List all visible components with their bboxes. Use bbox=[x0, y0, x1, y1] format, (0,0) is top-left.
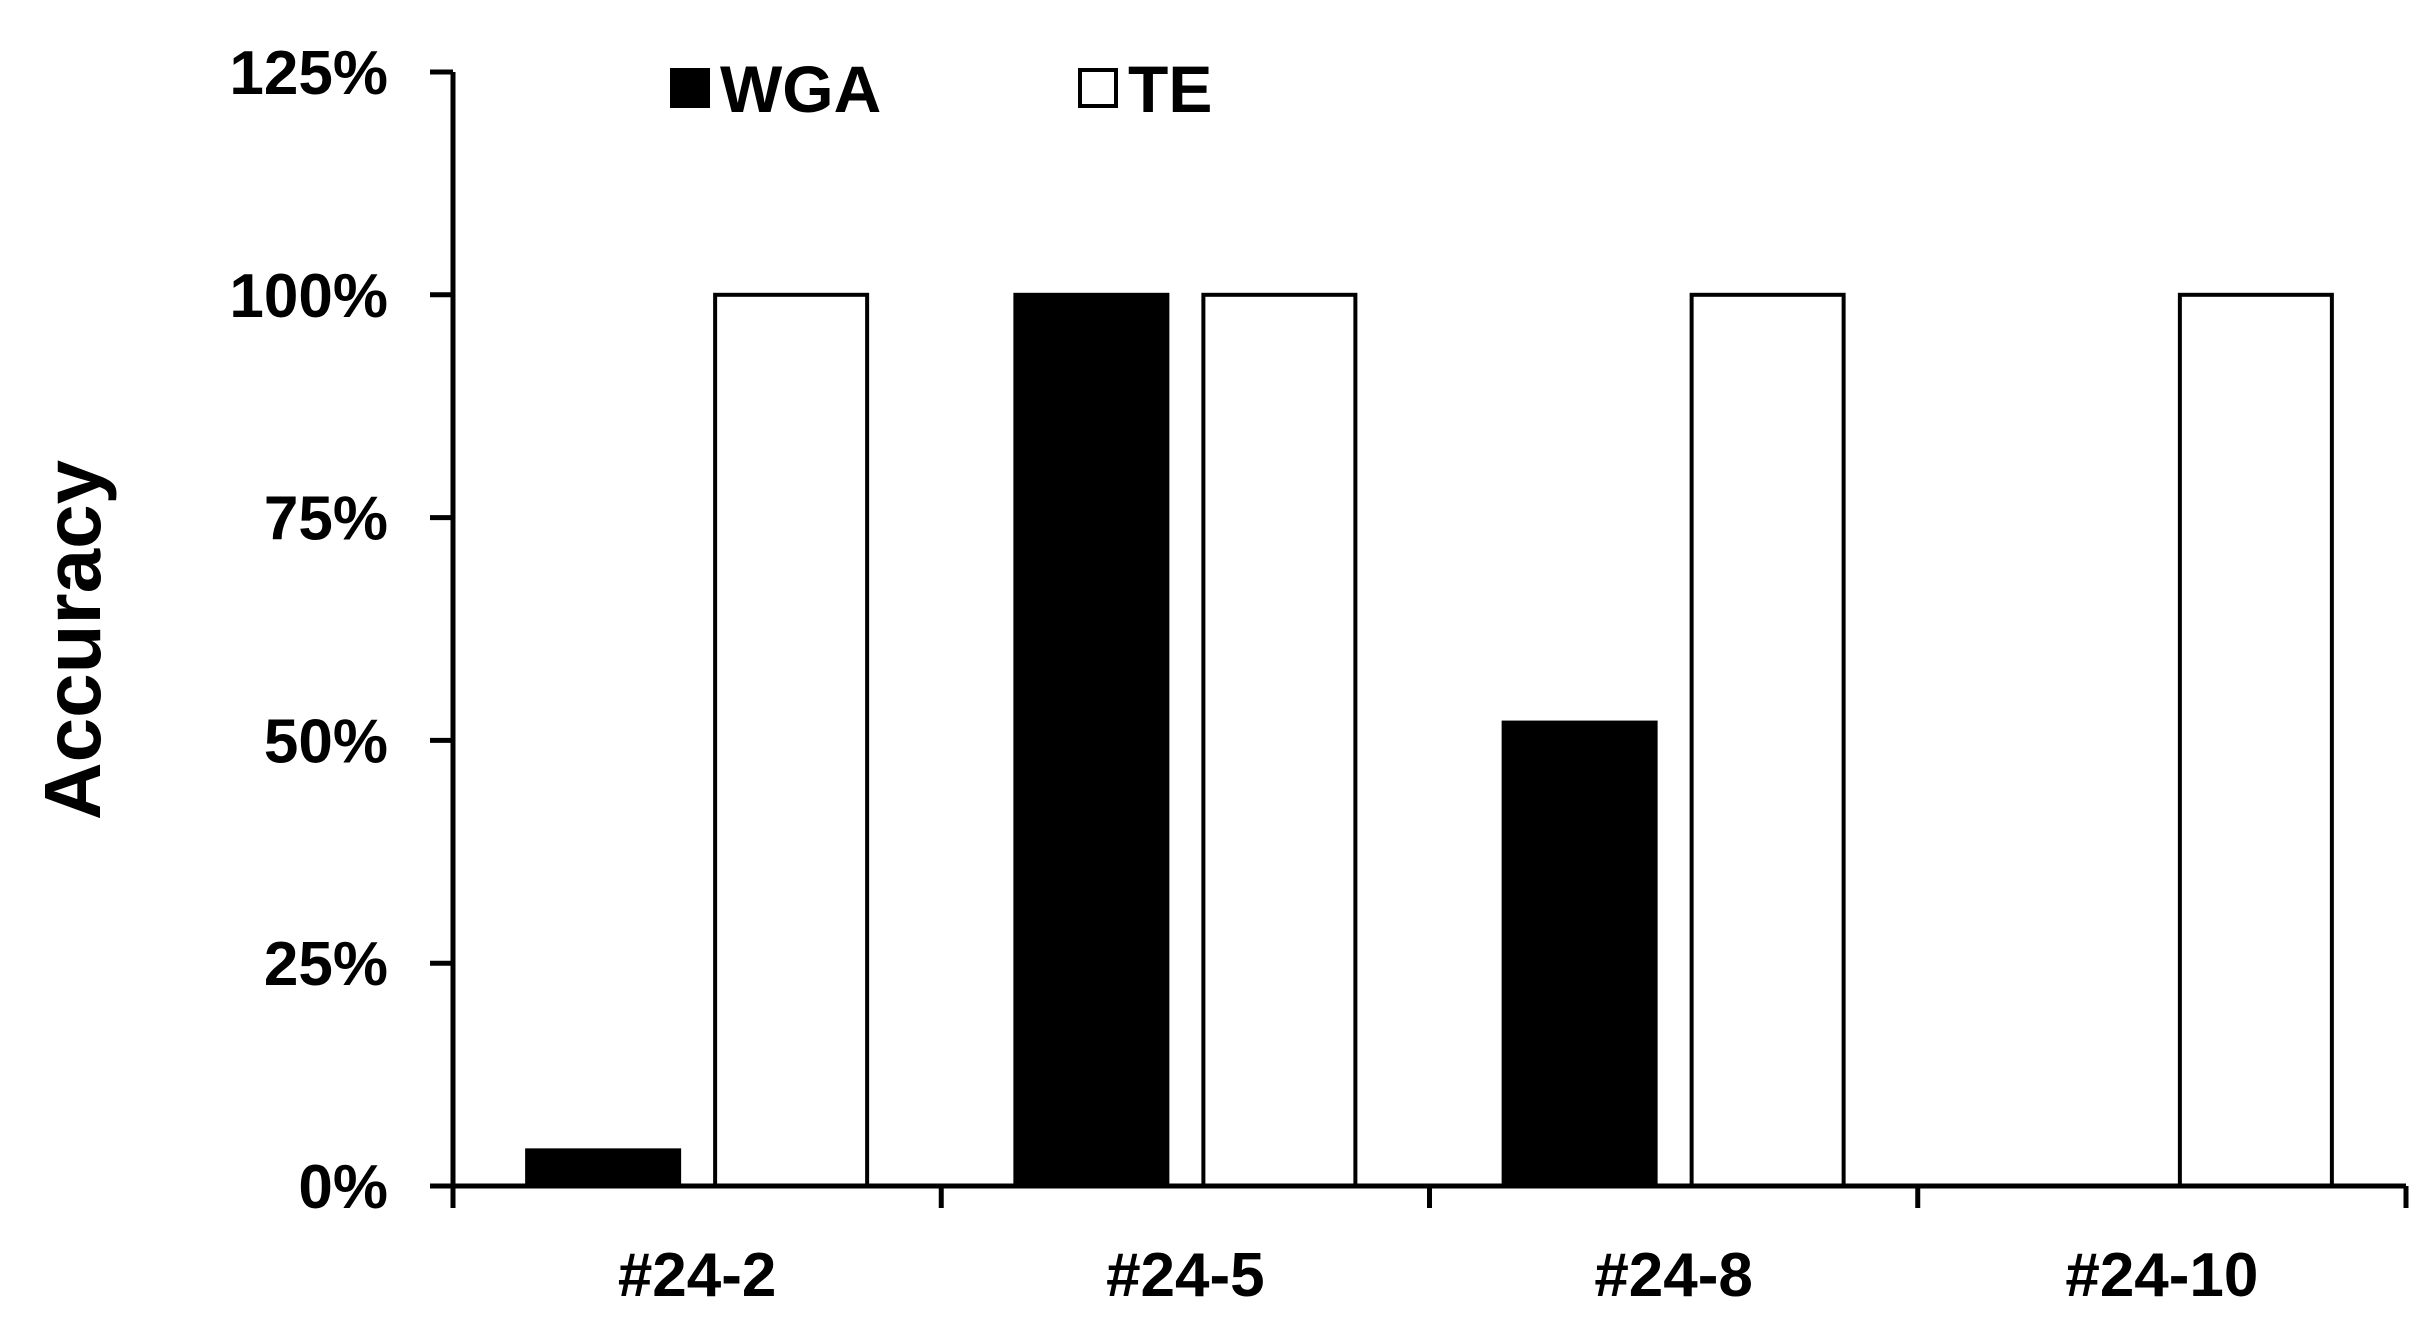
x-axis-ticks: #24-2 #24-5 #24-8 #24-10 bbox=[450, 1186, 2409, 1310]
bar-te-2 bbox=[1201, 292, 1358, 1188]
y-tick-label: 50% bbox=[264, 707, 388, 776]
y-axis-ticks: 0% 25% 50% 75% 100% 125% bbox=[229, 39, 453, 1222]
bar-te-3 bbox=[1689, 292, 1846, 1188]
legend-label-wga: WGA bbox=[720, 52, 881, 126]
bar-te-4 bbox=[2177, 292, 2334, 1188]
y-tick-label: 25% bbox=[264, 930, 388, 999]
bar-wga-1 bbox=[525, 1148, 682, 1189]
legend-swatch-wga bbox=[670, 68, 710, 108]
bar-wga-3 bbox=[1501, 720, 1658, 1188]
legend-swatch-te bbox=[1078, 68, 1118, 108]
legend-label-te: TE bbox=[1128, 52, 1212, 126]
bar-te-1 bbox=[713, 292, 870, 1188]
y-tick-label: 0% bbox=[298, 1153, 388, 1222]
bar-wga-2 bbox=[1013, 292, 1170, 1188]
x-tick-label: #24-8 bbox=[1594, 1241, 1753, 1310]
y-tick-label: 100% bbox=[229, 262, 388, 331]
x-tick-label: #24-2 bbox=[618, 1241, 777, 1310]
x-tick-label: #24-10 bbox=[2065, 1241, 2258, 1310]
y-axis-title: Accuracy bbox=[28, 459, 117, 820]
x-tick-label: #24-5 bbox=[1106, 1241, 1265, 1310]
y-tick-label: 75% bbox=[264, 485, 388, 554]
legend: WGA TE bbox=[670, 52, 1212, 126]
bars bbox=[525, 292, 2334, 1189]
y-tick-label: 125% bbox=[229, 39, 388, 108]
